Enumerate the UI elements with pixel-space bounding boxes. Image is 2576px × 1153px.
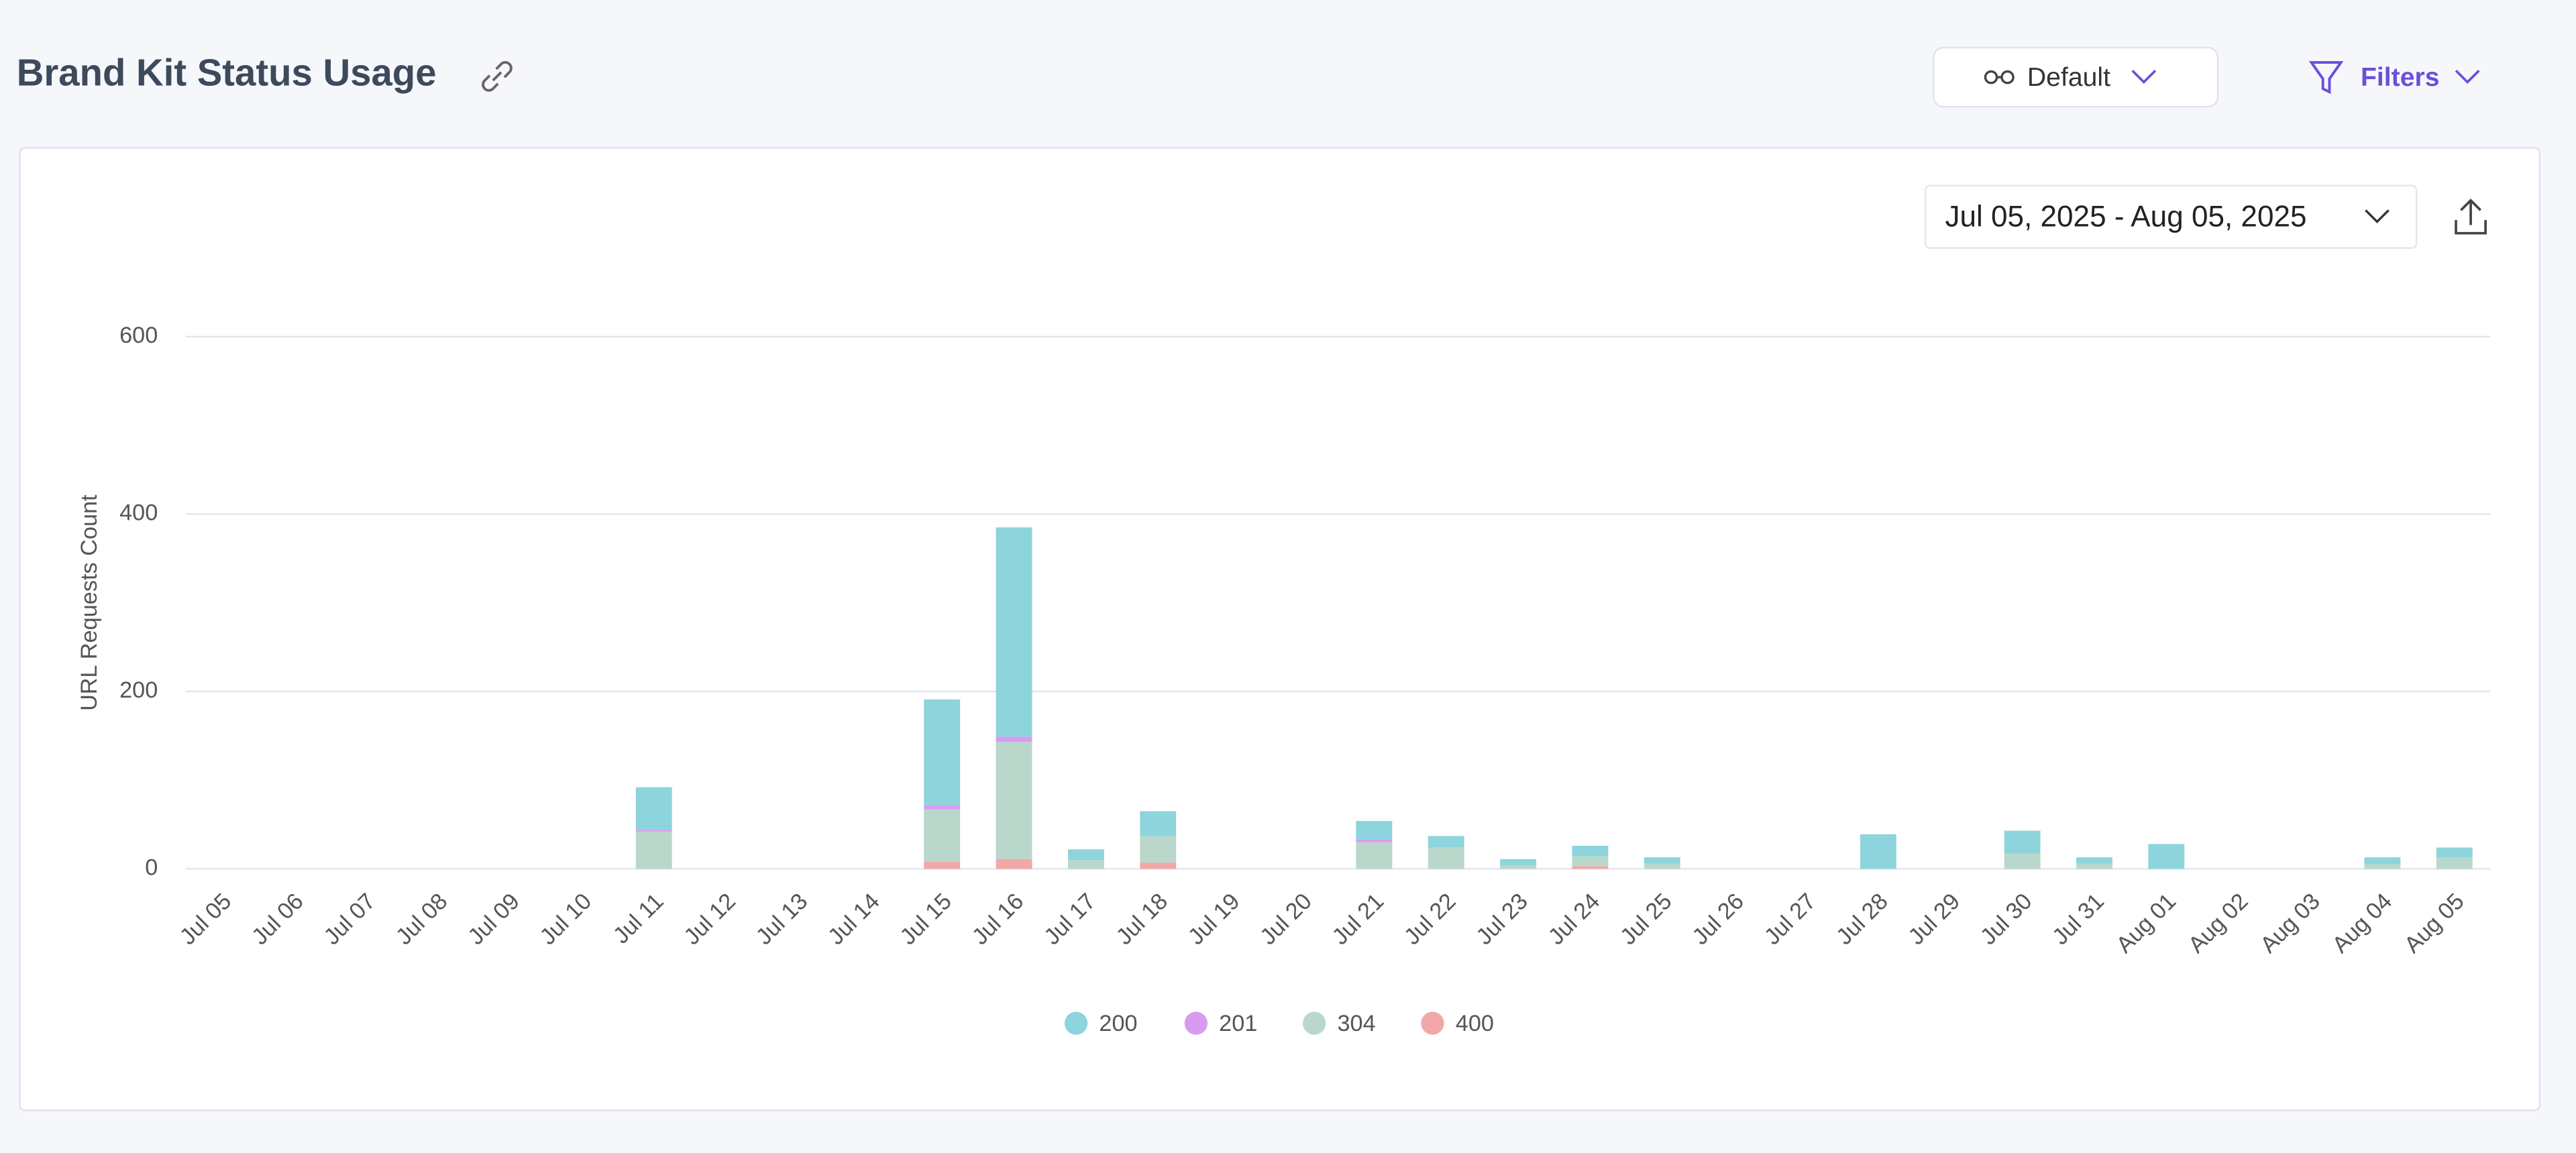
bar-segment (1067, 849, 1104, 861)
bar-segment (1572, 856, 1609, 867)
bar-segment (635, 787, 672, 830)
y-tick-label: 400 (119, 500, 158, 526)
legend: 200 201 304 400 (1064, 1011, 1494, 1036)
bar-segment (2148, 844, 2185, 869)
bar-segment (1644, 857, 1680, 864)
bar-segment (1572, 845, 1609, 857)
y-tick-label: 600 (119, 323, 158, 348)
view-button[interactable] (1933, 46, 2219, 108)
bar-segment (1356, 820, 1393, 840)
legend-label: 304 (1337, 1011, 1375, 1036)
bar-segment (1500, 859, 1537, 866)
bar-segment (1356, 839, 1393, 842)
filter-icon (2308, 61, 2344, 95)
date-range-picker[interactable] (1924, 184, 2418, 249)
y-axis-label: URL Requests Count (76, 494, 102, 711)
bar-segment (635, 830, 672, 832)
y-tick-label: 200 (119, 677, 158, 703)
bar-segment (1140, 836, 1177, 863)
bar-segment (2004, 853, 2041, 869)
legend-swatch (1064, 1011, 1088, 1035)
bar-segment (2436, 857, 2473, 869)
bar-segment (996, 742, 1032, 859)
bar-segment (996, 859, 1032, 869)
bar-segment (635, 831, 672, 869)
bar-segment (924, 861, 961, 869)
export-icon[interactable] (2455, 199, 2487, 235)
bar-segment (2076, 857, 2112, 864)
bar-segment (1644, 863, 1680, 869)
bar-segment (2364, 864, 2401, 869)
bar-segment (1067, 860, 1104, 869)
bar-segment (1500, 865, 1537, 869)
legend-swatch (1184, 1011, 1208, 1035)
legend-label: 200 (1099, 1011, 1137, 1036)
bar-segment (1140, 863, 1177, 869)
view-button-label: Default (2027, 63, 2110, 92)
chevron (2365, 209, 2390, 224)
y-tick-label: 0 (145, 855, 158, 880)
bar-segment (1572, 866, 1609, 869)
link-icon[interactable] (482, 61, 513, 92)
legend-swatch (1303, 1011, 1326, 1035)
chevron (2131, 69, 2157, 85)
page-title: Brand Kit Status Usage (17, 52, 437, 94)
bar-segment (1428, 847, 1464, 869)
filters-button[interactable]: Filters (2361, 63, 2440, 92)
bar-segment (2436, 847, 2473, 858)
bar-segment (2076, 863, 2112, 869)
bar-segment (1140, 811, 1177, 836)
bar-segment (1860, 834, 1896, 869)
chart-card (19, 147, 2541, 1111)
bar-segment (996, 527, 1032, 737)
legend-swatch (1421, 1011, 1444, 1035)
glasses-icon (1984, 70, 2015, 85)
bar-segment (924, 699, 961, 806)
date-range: Jul 05, 2025 - Aug 05, 2025 (1945, 200, 2306, 233)
bar-segment (2364, 857, 2401, 865)
bar-segment (1428, 836, 1464, 848)
bar-segment (924, 805, 961, 810)
bar-segment (2004, 830, 2041, 854)
legend-label: 400 (1456, 1011, 1494, 1036)
bar-segment (996, 736, 1032, 743)
bar-segment (1356, 842, 1393, 869)
legend-label: 201 (1219, 1011, 1257, 1036)
bar-segment (924, 809, 961, 862)
chevron (2455, 69, 2480, 85)
